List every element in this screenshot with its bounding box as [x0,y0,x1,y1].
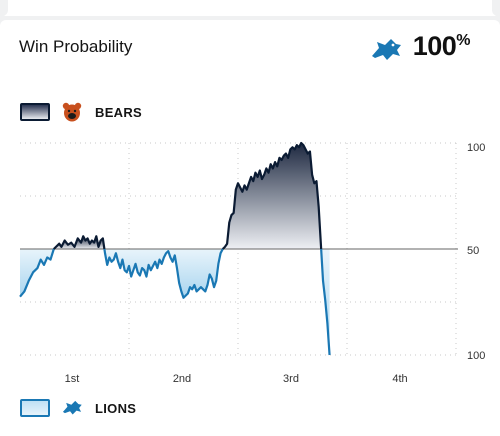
bears-line [53,235,106,250]
x-tick-label-2nd: 2nd [173,373,191,385]
bears-logo-icon [62,102,82,122]
bears-area [222,143,322,249]
legend-lions: LIONS [20,397,136,419]
pct-number: 100 [412,31,457,61]
x-axis-labels: 1st 2nd 3rd 4th [65,373,408,385]
x-tick-label-1st: 1st [65,373,80,385]
y-tick-label-mid: 50 [467,245,479,257]
lions-logo-icon [62,400,82,415]
lions-logo-icon [372,39,401,60]
lions-swatch [20,399,50,417]
lions-line [103,248,224,299]
x-tick-label-3rd: 3rd [283,373,299,385]
card-title: Win Probability [19,37,133,56]
card-corner [492,0,500,16]
y-axis-labels: 100 50 100 [467,142,485,362]
legend-label-lions: LIONS [95,400,137,416]
card-corner [0,0,8,16]
legend-bears: BEARS [20,101,142,123]
y-tick-label-top: 100 [467,142,485,154]
line-layer [19,141,331,356]
lions-line [19,248,55,298]
legend-label-bears: BEARS [95,104,143,120]
previous-card [0,0,500,16]
bears-line [221,141,323,250]
pct-symbol: % [456,32,470,49]
y-tick-label-bottom: 100 [467,350,485,362]
bears-area [53,236,105,249]
bears-swatch [20,103,50,121]
win-probability-value: 100% [412,31,471,62]
lions-line [320,248,331,356]
x-tick-label-4th: 4th [392,373,407,385]
